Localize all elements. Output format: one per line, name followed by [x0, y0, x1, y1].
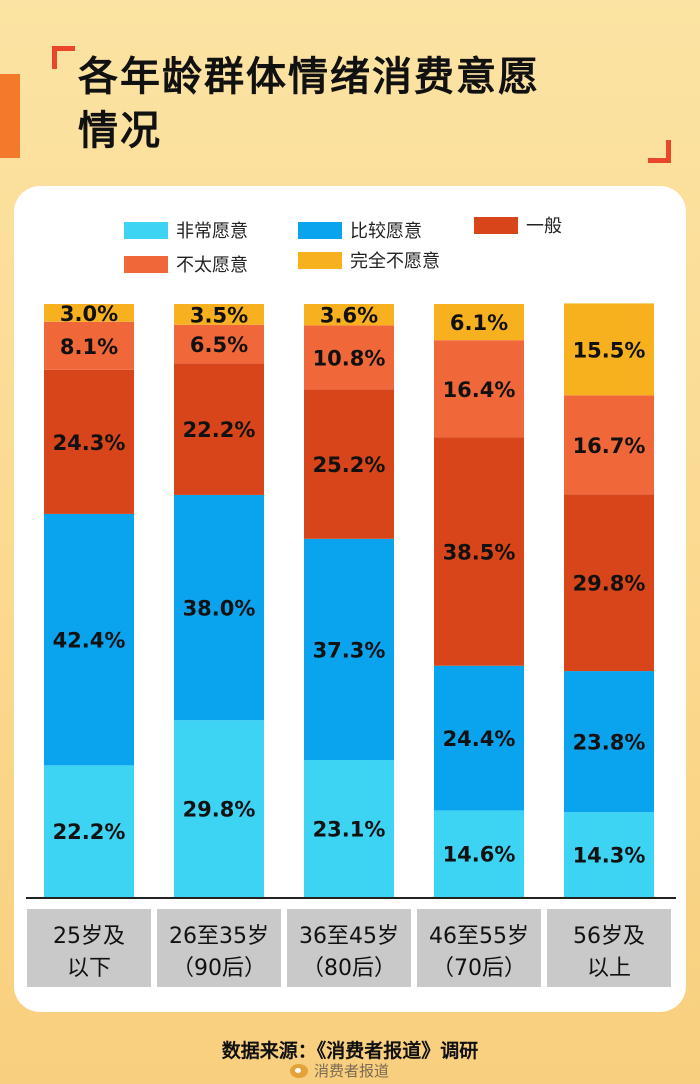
data-label: 3.0%	[60, 302, 118, 326]
data-label: 6.5%	[190, 333, 248, 357]
legend-item-not-willing-at-all: 完全不愿意	[298, 248, 440, 272]
bar-segment	[434, 665, 524, 811]
data-label: 15.5%	[573, 338, 646, 362]
legend-label: 不太愿意	[176, 255, 248, 276]
data-label: 8.1%	[60, 335, 118, 359]
legend-label: 完全不愿意	[350, 251, 440, 272]
bar-segment	[174, 720, 264, 897]
legend-swatch	[124, 255, 168, 273]
title-bracket-bottom-right	[648, 140, 671, 163]
category-label-box	[287, 909, 411, 987]
data-label: 42.4%	[53, 629, 126, 653]
legend-label: 非常愿意	[176, 221, 248, 242]
bar-segment	[304, 389, 394, 539]
legend-item-neutral: 一般	[474, 213, 562, 237]
legend-label: 一般	[526, 216, 562, 237]
data-label: 24.3%	[53, 431, 126, 455]
data-label: 29.8%	[573, 572, 646, 596]
category-label: 26至35岁	[169, 924, 269, 949]
bar-segment	[434, 340, 524, 438]
bar-segment	[174, 363, 264, 495]
bar-segment	[304, 760, 394, 897]
category-label-box	[157, 909, 281, 987]
bar-segment	[44, 513, 134, 766]
category-label: （70后）	[432, 956, 526, 981]
bar-segment	[304, 325, 394, 390]
bar-segment	[564, 812, 654, 897]
legend-swatch	[124, 221, 168, 239]
data-label: 23.1%	[313, 818, 386, 842]
bar-segment	[174, 494, 264, 721]
bar-segment	[304, 538, 394, 761]
data-label: 38.0%	[183, 597, 256, 621]
data-label: 25.2%	[313, 453, 386, 477]
left-accent-bar	[0, 74, 20, 158]
legend-item-fairly-willing: 比较愿意	[298, 218, 422, 242]
legend-swatch	[298, 221, 342, 239]
category-label: 以下	[67, 956, 111, 981]
category-label-box	[417, 909, 541, 987]
bar-segment	[564, 303, 654, 396]
bar-segment	[564, 395, 654, 495]
data-label: 3.5%	[190, 303, 248, 327]
bar-segment	[564, 494, 654, 672]
bar-segment	[44, 304, 134, 322]
data-label: 6.1%	[450, 311, 508, 335]
bar-segment	[174, 304, 264, 325]
category-label-box	[27, 909, 151, 987]
data-label: 10.8%	[313, 346, 386, 370]
data-label: 14.3%	[573, 844, 646, 868]
category-label: 以上	[587, 956, 631, 981]
bar-segment	[564, 671, 654, 813]
legend-label: 比较愿意	[350, 221, 422, 242]
bar-segment	[434, 810, 524, 897]
data-label: 24.4%	[443, 727, 516, 751]
data-label: 14.6%	[443, 843, 516, 867]
category-label-box	[547, 909, 671, 987]
category-label: （90后）	[172, 956, 266, 981]
bar-segment	[44, 321, 134, 370]
bar-segment	[434, 304, 524, 341]
data-label: 16.4%	[443, 378, 516, 402]
data-label: 16.7%	[573, 434, 646, 458]
weibo-icon	[290, 1063, 308, 1078]
legend-item-not-very-willing: 不太愿意	[124, 252, 248, 276]
category-label: 46至55岁	[429, 924, 529, 949]
legend-item-very-willing: 非常愿意	[124, 218, 248, 242]
data-label: 29.8%	[183, 798, 256, 822]
account-name: 消费者报道	[314, 1062, 390, 1080]
bar-segment	[174, 324, 264, 364]
legend-swatch	[474, 216, 518, 234]
legend-swatch	[298, 251, 342, 269]
category-label: 56岁及	[573, 924, 645, 949]
data-source-note: 数据来源：《消费者报道》调研	[221, 1040, 479, 1062]
category-label: 36至45岁	[299, 924, 399, 949]
title-bracket-top-left	[52, 46, 75, 69]
bar-segment	[44, 369, 134, 514]
category-label: 25岁及	[53, 924, 125, 949]
bar-segment	[434, 437, 524, 666]
title-line-2: 情况	[78, 108, 162, 154]
data-label: 22.2%	[53, 820, 126, 844]
data-label: 23.8%	[573, 731, 646, 755]
title-line-1: 各年龄群体情绪消费意愿	[78, 54, 540, 100]
data-label: 3.6%	[320, 304, 378, 328]
bar-segment	[44, 765, 134, 897]
bar-segment	[304, 304, 394, 326]
data-label: 38.5%	[443, 541, 516, 565]
account-watermark: 消费者报道	[290, 1060, 389, 1081]
chart-title: 各年龄群体情绪消费意愿 情况	[78, 50, 638, 158]
category-label: （80后）	[302, 956, 396, 981]
data-label: 37.3%	[313, 638, 386, 662]
data-label: 22.2%	[183, 418, 256, 442]
